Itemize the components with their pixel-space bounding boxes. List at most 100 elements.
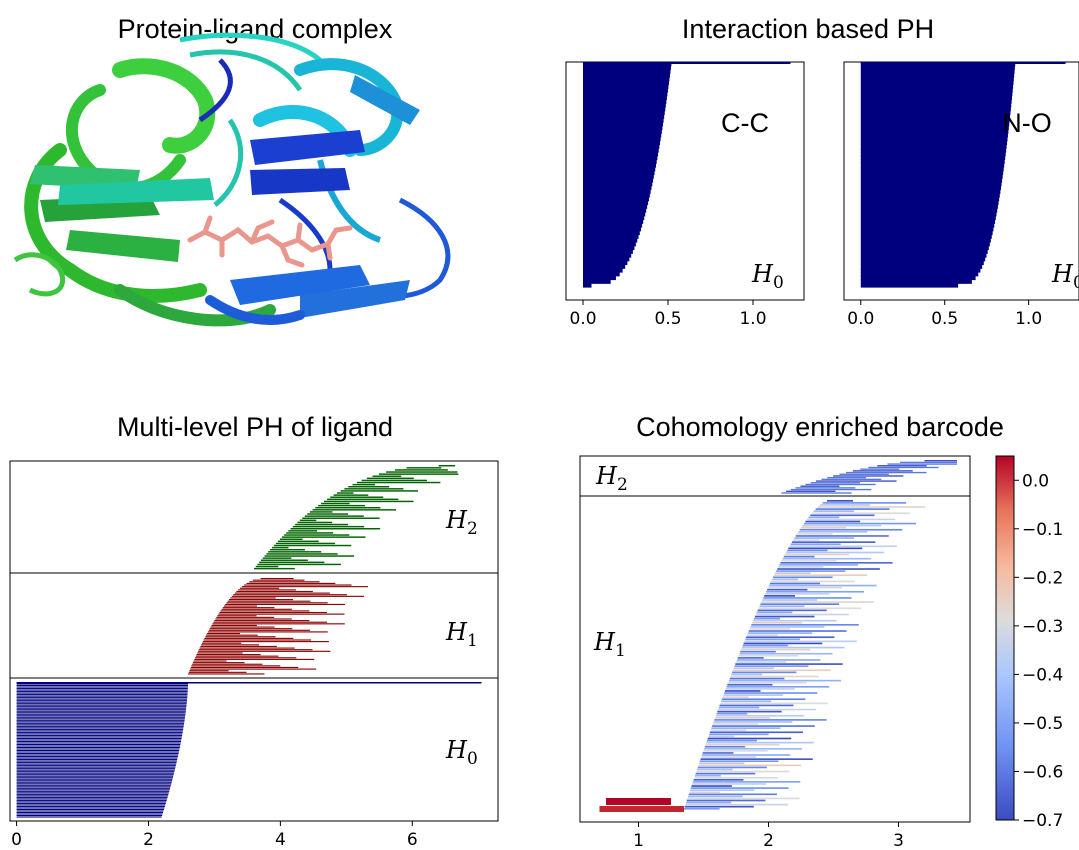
multilevel-h0-bar: [16, 734, 183, 736]
interaction-no-bar: [860, 197, 1000, 202]
interaction-cc-tick-label-2: 1.0: [739, 309, 766, 329]
interaction-cc-bar: [583, 103, 666, 108]
cohomology-h1-bar: [687, 797, 800, 800]
cohomology-h1-bar: [739, 652, 833, 655]
cohomology-h1-bar: [754, 617, 781, 620]
cohomology-h1-bar: [715, 717, 770, 719]
cohomology-h1-bar: [793, 539, 820, 541]
interaction-cc-bar: [583, 283, 592, 288]
multilevel-h0-bar: [16, 704, 187, 706]
cohomology-h2-bar: [877, 465, 927, 467]
cohomology-h1-bar: [784, 553, 850, 556]
multilevel-h0-bar: [16, 725, 184, 727]
multilevel-h0-bar: [16, 807, 165, 809]
multilevel-h0-bar: [16, 737, 182, 739]
multilevel-h1-bar: [190, 666, 299, 669]
multilevel-h0-bar: [16, 730, 183, 732]
cohomology-h1-bar: [703, 750, 768, 752]
cohomology-h1-bar: [723, 694, 783, 696]
multilevel-h2-bar: [438, 465, 456, 467]
multilevel-h0-bar: [16, 777, 173, 779]
cohomology-h1-bar: [706, 739, 757, 742]
multilevel-h2-bar: [257, 563, 341, 566]
multilevel-h1-bar: [202, 642, 242, 644]
multilevel-h1-bar: [189, 670, 229, 672]
interaction-cc-bar: [583, 84, 669, 89]
interaction-no-bar: [860, 174, 1003, 179]
interaction-no-bar: [860, 73, 1015, 78]
multilevel-h2-bar: [255, 565, 279, 568]
interaction-no-bar: [860, 107, 1011, 112]
multilevel-h0-bar: [16, 801, 167, 803]
multilevel-h1-bar: [249, 581, 320, 583]
multilevel-h2-bar: [262, 557, 292, 559]
multilevel-h0-bar: [16, 700, 187, 702]
cohomology-h1-bar: [746, 634, 778, 636]
interaction-cc-bar: [583, 99, 667, 104]
multilevel-h0-bar: [16, 739, 182, 741]
multilevel-h1-bar: [246, 582, 336, 584]
cohomology-h1-bar: [815, 508, 890, 510]
multilevel-h2-bar: [259, 561, 325, 564]
colorbar-tick-label-5: −0.5: [1022, 714, 1063, 734]
multilevel-h0-bar: [16, 765, 176, 767]
multilevel-h0-bar: [16, 804, 166, 806]
multilevel-h2-bar: [273, 544, 352, 547]
cohomology-h1-bar: [744, 640, 857, 643]
multilevel-h0-bar: [16, 805, 165, 807]
interaction-cc-bar: [583, 62, 672, 67]
multilevel-h0-bar: [16, 722, 185, 724]
multilevel-h0-bar: [16, 772, 175, 774]
multilevel-h0-bar: [16, 736, 182, 738]
interaction-no-bar: [860, 185, 1001, 191]
cohomology-h2-bar: [790, 488, 872, 491]
cohomology-h1-bar: [787, 549, 828, 552]
cohomology-h2-bar: [900, 461, 957, 464]
interaction-no-bar: [860, 152, 1006, 157]
interaction-cc-bar: [583, 133, 662, 138]
cohomology-h1-bar: [731, 673, 763, 676]
cohomology-h1-bar: [764, 595, 795, 597]
cohomology-h1-bar: [717, 710, 782, 713]
multilevel-chart: H2 H1 H0 0 2 4 6: [9, 460, 499, 850]
multilevel-h0-bar: [16, 799, 167, 801]
multilevel-h1-bar: [236, 590, 313, 593]
multilevel-h0-bar: [16, 769, 175, 771]
interaction-cc-bar: [583, 212, 646, 217]
cohomology-h1-bar: [798, 531, 868, 533]
multilevel-h1-bar: [209, 628, 293, 630]
multilevel-h1-bar: [193, 660, 227, 662]
colorbar-tick-label-2: −0.2: [1022, 568, 1063, 588]
cohomology-h1-bar: [760, 603, 840, 605]
multilevel-h2-bar: [264, 555, 355, 557]
multilevel-h2-bar: [277, 540, 319, 543]
multilevel-h2-bar: [302, 517, 380, 519]
cohomology-h2-bar: [805, 483, 876, 486]
interaction-cc-bar: [583, 272, 620, 277]
cohomology-h1-bar: [779, 564, 859, 566]
interaction-cc-h0-label: H0: [751, 260, 784, 293]
interaction-no-bar: [860, 268, 981, 273]
cohomology-h1-bar: [713, 721, 793, 723]
interaction-no-bar: [860, 219, 996, 224]
interaction-cc-bar: [583, 264, 626, 269]
cohomology-h1-bar: [729, 677, 785, 680]
multilevel-h2-bar: [279, 538, 303, 540]
interaction-cc-bar: [583, 152, 659, 157]
multilevel-h1-bar: [216, 616, 275, 618]
multilevel-h0-bar: [16, 697, 188, 699]
multilevel-h0-bar: [16, 731, 183, 733]
multilevel-tick-label-0: 0: [11, 830, 22, 850]
multilevel-h0-bar: [16, 808, 165, 810]
cohomology-h1-bar: [728, 679, 842, 682]
cohomology-tick-label-0: 1: [633, 831, 644, 850]
interaction-cc-bar: [583, 268, 623, 273]
multilevel-h0-bar: [16, 713, 186, 715]
cohomology-h1-bar: [698, 764, 802, 767]
interaction-cc-bar: [583, 197, 649, 202]
multilevel-h1-label: H1: [445, 618, 478, 651]
multilevel-h2-bar: [304, 515, 364, 517]
cohomology-h1-bar: [778, 566, 824, 568]
cohomology-h1-bar: [791, 541, 876, 543]
cohomology-h1-bar: [694, 774, 721, 777]
